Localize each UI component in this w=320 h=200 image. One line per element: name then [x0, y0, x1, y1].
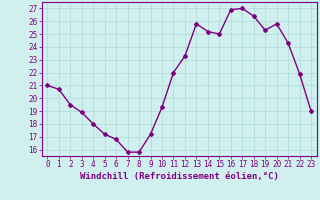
X-axis label: Windchill (Refroidissement éolien,°C): Windchill (Refroidissement éolien,°C)	[80, 172, 279, 181]
